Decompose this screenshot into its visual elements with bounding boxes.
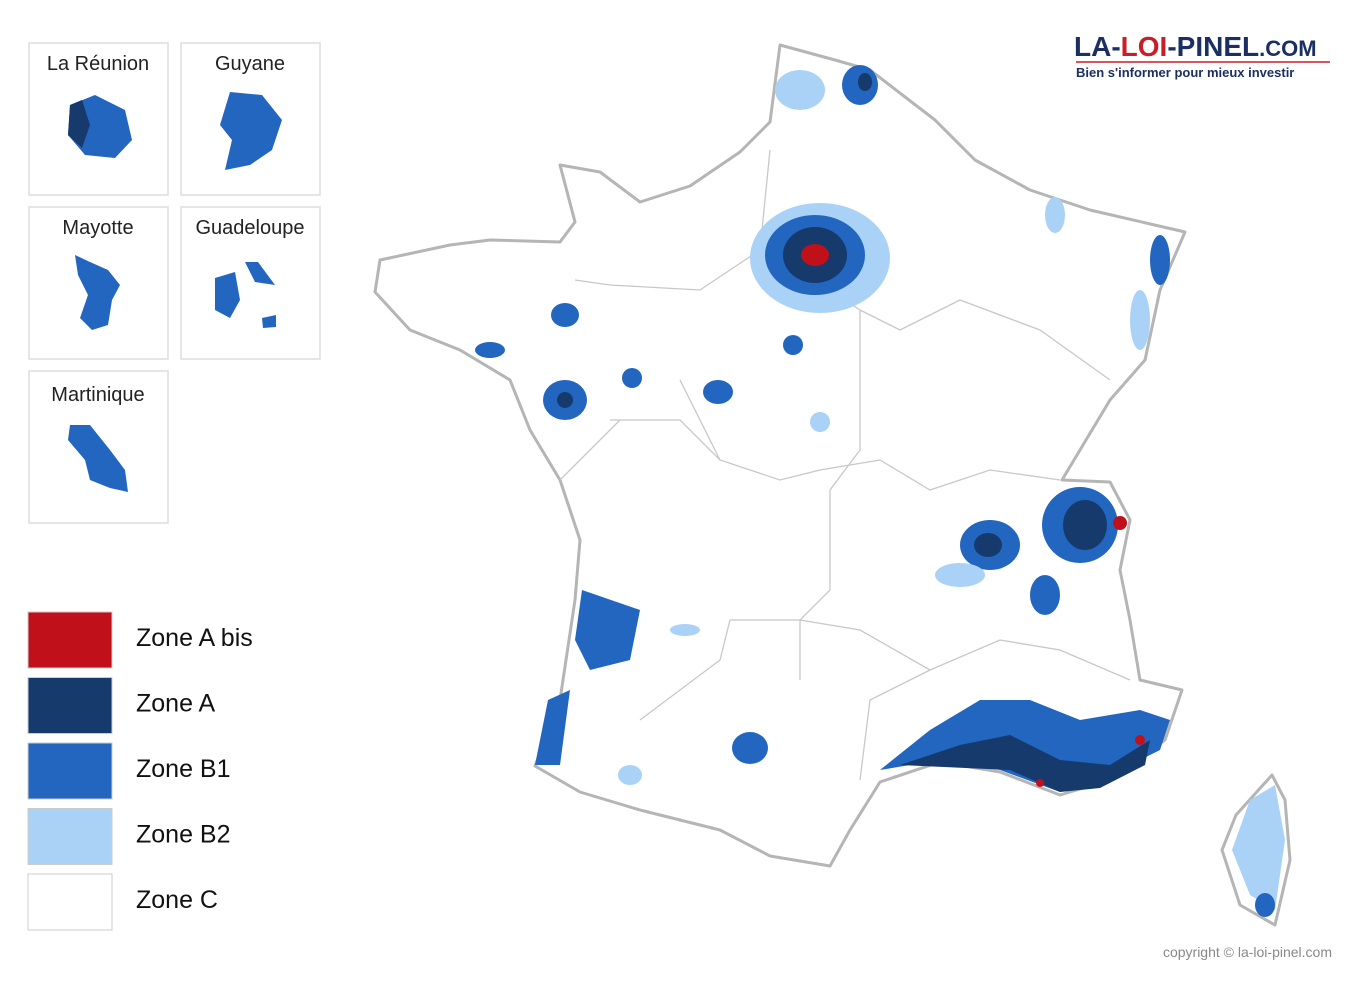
legend: Zone A bis Zone A Zone B1 Zone B2 Zone C bbox=[27, 611, 253, 931]
legend-swatch bbox=[27, 611, 113, 669]
legend-label: Zone B2 bbox=[136, 821, 231, 849]
legend-swatch bbox=[27, 873, 113, 931]
legend-label: Zone C bbox=[136, 886, 218, 914]
logo-part: .COM bbox=[1259, 36, 1316, 61]
logo: LA-LOI-PINEL.COM bbox=[1074, 31, 1317, 62]
france-mainland bbox=[373, 43, 1187, 868]
inset-label: La Réunion bbox=[47, 53, 149, 75]
legend-swatch bbox=[27, 808, 113, 865]
insets: La Réunion Guyane Mayotte Guadeloupe Mar… bbox=[28, 42, 321, 524]
inset-box bbox=[180, 206, 321, 360]
logo-part: -PINEL bbox=[1167, 31, 1259, 62]
logo-part: LA- bbox=[1074, 31, 1121, 62]
inset-label: Martinique bbox=[51, 384, 144, 406]
inset-label: Mayotte bbox=[62, 217, 133, 239]
legend-swatch bbox=[27, 742, 113, 800]
legend-label: Zone A bbox=[136, 690, 216, 718]
legend-label: Zone B1 bbox=[136, 755, 231, 783]
inset-label: Guyane bbox=[215, 53, 285, 75]
logo-tagline: Bien s'informer pour mieux investir bbox=[1076, 65, 1294, 80]
legend-swatch bbox=[27, 677, 113, 734]
zone-areas bbox=[475, 65, 1285, 917]
legend-label: Zone A bis bbox=[136, 624, 253, 652]
inset-label: Guadeloupe bbox=[196, 217, 305, 239]
copyright: copyright © la-loi-pinel.com bbox=[1163, 944, 1332, 960]
logo-part: LOI bbox=[1121, 31, 1168, 62]
